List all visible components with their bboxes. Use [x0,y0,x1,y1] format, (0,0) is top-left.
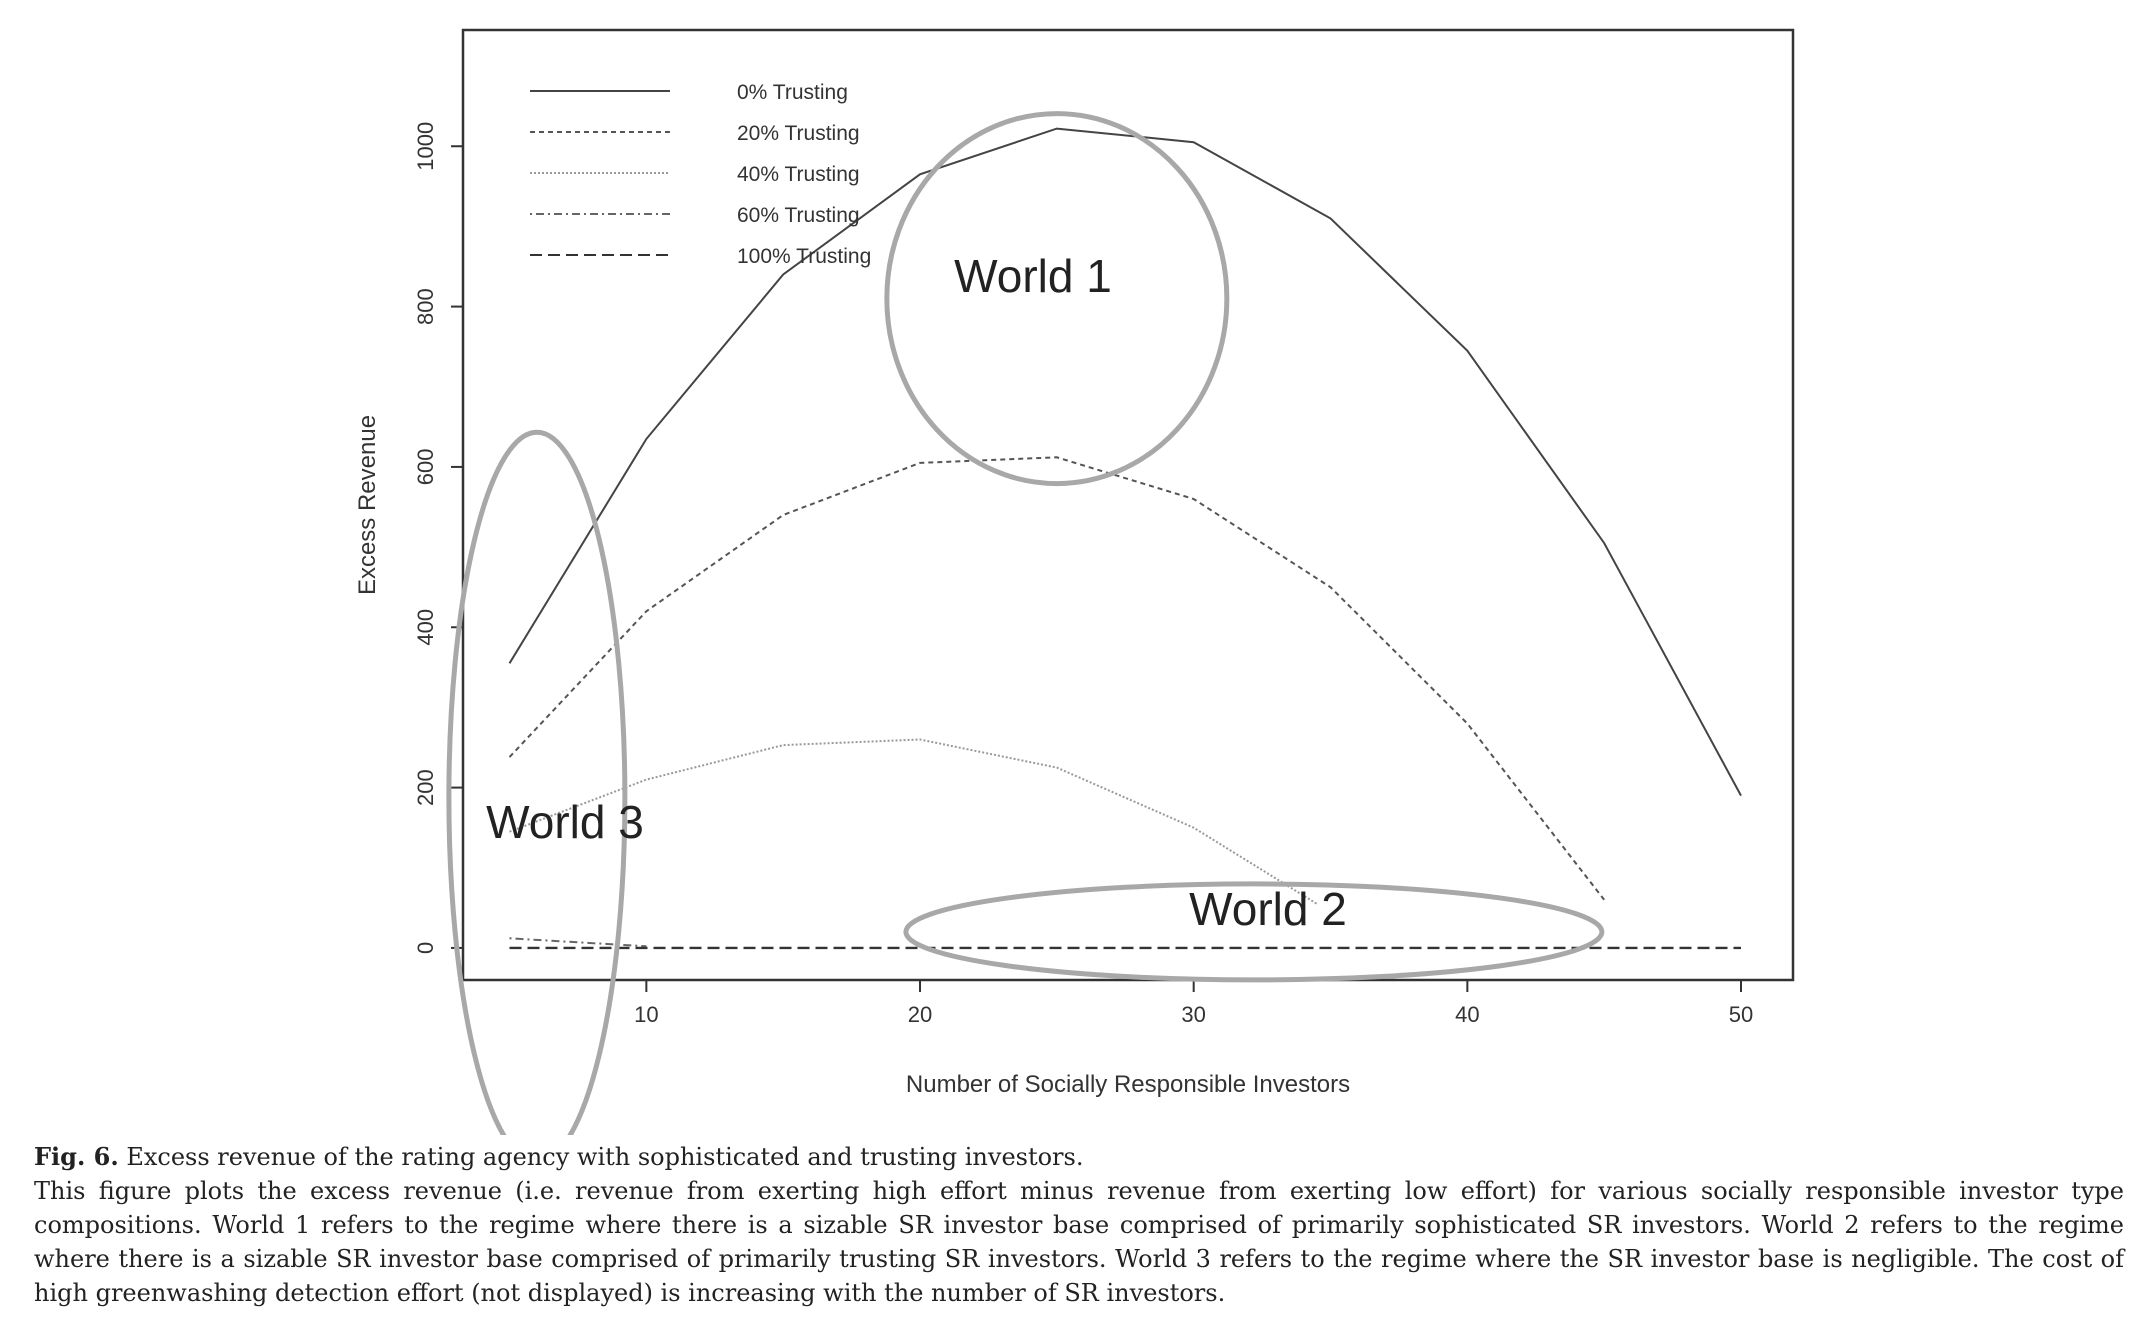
figure-description: This figure plots the excess revenue (i.… [34,1177,2124,1307]
y-tick-label: 600 [413,449,438,486]
legend-label-3: 40% Trusting [737,163,860,186]
x-tick-label: 40 [1455,1002,1479,1027]
world-2-ellipse [903,881,1605,983]
x-tick-label: 20 [908,1002,932,1027]
y-tick-label: 800 [413,288,438,325]
world-2-label: World 2 [1189,883,1347,935]
world-3-label: World 3 [486,796,644,848]
legend-label-1: 0% Trusting [737,81,848,104]
world-1-label: World 1 [954,250,1112,302]
y-tick-label: 400 [413,609,438,646]
y-tick-label: 0 [413,942,438,954]
figure-caption: Fig. 6. Excess revenue of the rating age… [34,1140,2124,1310]
x-tick-label: 50 [1729,1002,1753,1027]
figure-label: Fig. 6. [34,1142,119,1171]
series-line-2 [508,456,1605,901]
world-1-ellipse [884,111,1230,487]
world-3-ellipse [446,429,628,1135]
x-tick-label: 10 [634,1002,658,1027]
series-line-3 [509,738,1318,905]
legend-label-2: 20% Trusting [737,122,860,145]
excess-revenue-chart: 10 20 30 40 50 0 200 400 600 800 1000 0% Trusting 2… [354,28,1795,1135]
y-tick-label: 1000 [413,122,438,171]
legend-label-4: 60% Trusting [737,204,860,227]
figure-title: Excess revenue of the rating agency with… [126,1143,1084,1171]
legend-label-5: 100% Trusting [737,245,871,268]
y-tick-label: 200 [413,769,438,806]
x-tick-label: 30 [1181,1002,1205,1027]
x-axis-label: Number of Socially Responsible Investors [906,1071,1350,1098]
y-axis-label: Excess Revenue [354,415,381,595]
series-line-1 [508,127,1742,797]
plot-frame [461,28,1795,982]
series-line-4 [509,937,647,948]
